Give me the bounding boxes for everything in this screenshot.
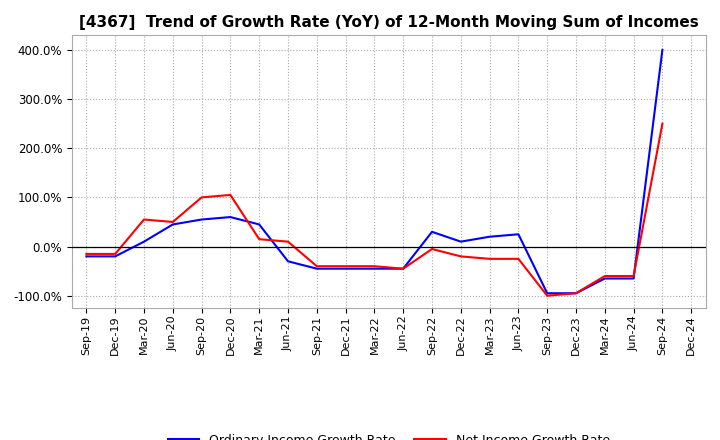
Net Income Growth Rate: [370, 264, 379, 269]
Net Income Growth Rate: [341, 264, 350, 269]
Ordinary Income Growth Rate: [370, 266, 379, 271]
Net Income Growth Rate: [226, 192, 235, 198]
Net Income Growth Rate: [485, 256, 494, 261]
Ordinary Income Growth Rate: [399, 266, 408, 271]
Ordinary Income Growth Rate: [312, 266, 321, 271]
Legend: Ordinary Income Growth Rate, Net Income Growth Rate: Ordinary Income Growth Rate, Net Income …: [163, 429, 615, 440]
Ordinary Income Growth Rate: [82, 254, 91, 259]
Net Income Growth Rate: [600, 273, 609, 279]
Net Income Growth Rate: [658, 121, 667, 126]
Ordinary Income Growth Rate: [456, 239, 465, 244]
Ordinary Income Growth Rate: [111, 254, 120, 259]
Net Income Growth Rate: [514, 256, 523, 261]
Net Income Growth Rate: [255, 237, 264, 242]
Net Income Growth Rate: [197, 195, 206, 200]
Ordinary Income Growth Rate: [600, 276, 609, 281]
Net Income Growth Rate: [543, 293, 552, 298]
Net Income Growth Rate: [399, 266, 408, 271]
Net Income Growth Rate: [111, 251, 120, 257]
Net Income Growth Rate: [284, 239, 292, 244]
Ordinary Income Growth Rate: [572, 290, 580, 296]
Ordinary Income Growth Rate: [629, 276, 638, 281]
Line: Ordinary Income Growth Rate: Ordinary Income Growth Rate: [86, 50, 662, 293]
Ordinary Income Growth Rate: [140, 239, 148, 244]
Ordinary Income Growth Rate: [168, 222, 177, 227]
Title: [4367]  Trend of Growth Rate (YoY) of 12-Month Moving Sum of Incomes: [4367] Trend of Growth Rate (YoY) of 12-…: [79, 15, 698, 30]
Net Income Growth Rate: [428, 246, 436, 252]
Ordinary Income Growth Rate: [514, 231, 523, 237]
Net Income Growth Rate: [140, 217, 148, 222]
Ordinary Income Growth Rate: [658, 48, 667, 53]
Net Income Growth Rate: [456, 254, 465, 259]
Net Income Growth Rate: [312, 264, 321, 269]
Ordinary Income Growth Rate: [197, 217, 206, 222]
Ordinary Income Growth Rate: [255, 222, 264, 227]
Net Income Growth Rate: [629, 273, 638, 279]
Line: Net Income Growth Rate: Net Income Growth Rate: [86, 124, 662, 296]
Ordinary Income Growth Rate: [341, 266, 350, 271]
Ordinary Income Growth Rate: [485, 234, 494, 239]
Ordinary Income Growth Rate: [428, 229, 436, 235]
Ordinary Income Growth Rate: [284, 259, 292, 264]
Ordinary Income Growth Rate: [226, 214, 235, 220]
Net Income Growth Rate: [82, 251, 91, 257]
Net Income Growth Rate: [572, 290, 580, 296]
Net Income Growth Rate: [168, 220, 177, 225]
Ordinary Income Growth Rate: [543, 290, 552, 296]
